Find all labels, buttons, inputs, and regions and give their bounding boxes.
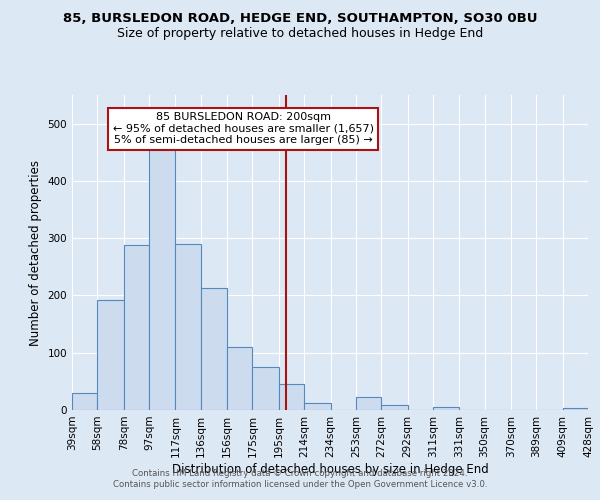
Y-axis label: Number of detached properties: Number of detached properties [29, 160, 42, 346]
Bar [279, 384, 304, 410]
Text: 85, BURSLEDON ROAD, HEDGE END, SOUTHAMPTON, SO30 0BU: 85, BURSLEDON ROAD, HEDGE END, SOUTHAMPT… [63, 12, 537, 26]
Text: 85 BURSLEDON ROAD: 200sqm
← 95% of detached houses are smaller (1,657)
5% of sem: 85 BURSLEDON ROAD: 200sqm ← 95% of detac… [113, 112, 374, 146]
Bar [72, 393, 97, 410]
Bar [200, 288, 227, 410]
Bar [253, 367, 279, 410]
X-axis label: Distribution of detached houses by size in Hedge End: Distribution of detached houses by size … [172, 462, 488, 475]
Text: Contains HM Land Registry data © Crown copyright and database right 2024.: Contains HM Land Registry data © Crown c… [132, 468, 468, 477]
Bar [563, 408, 588, 410]
Bar [433, 407, 460, 410]
Text: Contains public sector information licensed under the Open Government Licence v3: Contains public sector information licen… [113, 480, 487, 489]
Bar [124, 245, 149, 410]
Bar [381, 406, 407, 410]
Bar [97, 300, 124, 410]
Bar [227, 347, 253, 410]
Text: Size of property relative to detached houses in Hedge End: Size of property relative to detached ho… [117, 28, 483, 40]
Bar [356, 397, 381, 410]
Bar [175, 244, 200, 410]
Bar [304, 402, 331, 410]
Bar [149, 146, 175, 410]
